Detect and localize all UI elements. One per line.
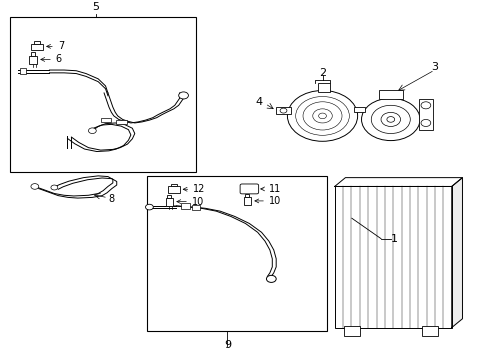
Circle shape: [380, 112, 400, 126]
FancyBboxPatch shape: [422, 327, 437, 336]
FancyBboxPatch shape: [276, 107, 290, 114]
FancyBboxPatch shape: [344, 327, 359, 336]
FancyBboxPatch shape: [353, 107, 364, 112]
Circle shape: [370, 105, 409, 134]
Circle shape: [312, 109, 331, 123]
FancyBboxPatch shape: [20, 68, 26, 73]
Circle shape: [51, 185, 58, 190]
Circle shape: [287, 90, 357, 141]
Circle shape: [295, 96, 348, 135]
FancyBboxPatch shape: [240, 184, 258, 194]
Polygon shape: [451, 177, 462, 328]
Circle shape: [280, 108, 286, 113]
FancyBboxPatch shape: [243, 197, 251, 205]
FancyBboxPatch shape: [167, 194, 171, 198]
FancyBboxPatch shape: [317, 83, 329, 92]
Text: 1: 1: [390, 234, 397, 244]
FancyBboxPatch shape: [192, 206, 199, 210]
Circle shape: [178, 92, 188, 99]
FancyBboxPatch shape: [170, 184, 176, 186]
Bar: [334, 186, 451, 328]
Text: 10: 10: [254, 196, 281, 206]
Text: 8: 8: [108, 194, 114, 204]
FancyBboxPatch shape: [116, 120, 127, 124]
Circle shape: [88, 128, 96, 134]
Circle shape: [420, 120, 430, 126]
FancyBboxPatch shape: [101, 118, 111, 122]
Text: 11: 11: [260, 184, 281, 194]
FancyBboxPatch shape: [181, 203, 189, 209]
Bar: [10, 17, 195, 172]
Text: 10: 10: [177, 197, 203, 207]
Circle shape: [145, 204, 153, 210]
Text: 2: 2: [318, 68, 325, 78]
FancyBboxPatch shape: [165, 198, 173, 206]
Circle shape: [386, 117, 394, 122]
Circle shape: [420, 102, 430, 109]
Circle shape: [318, 113, 326, 119]
Text: 5: 5: [92, 2, 99, 12]
FancyBboxPatch shape: [31, 44, 43, 50]
Circle shape: [31, 184, 39, 189]
FancyBboxPatch shape: [245, 194, 249, 197]
Polygon shape: [334, 177, 462, 186]
Circle shape: [303, 102, 341, 130]
FancyBboxPatch shape: [167, 186, 179, 193]
Circle shape: [361, 98, 419, 141]
Text: 3: 3: [430, 62, 437, 72]
Circle shape: [266, 275, 276, 282]
Text: 9: 9: [224, 341, 230, 351]
FancyBboxPatch shape: [29, 56, 37, 64]
Text: 4: 4: [255, 97, 262, 107]
Bar: [147, 176, 327, 331]
Text: 12: 12: [183, 184, 205, 194]
FancyBboxPatch shape: [31, 53, 35, 56]
FancyBboxPatch shape: [378, 90, 402, 99]
Text: 6: 6: [41, 54, 62, 64]
FancyBboxPatch shape: [418, 99, 432, 130]
Text: 7: 7: [46, 41, 64, 51]
FancyBboxPatch shape: [34, 41, 40, 44]
